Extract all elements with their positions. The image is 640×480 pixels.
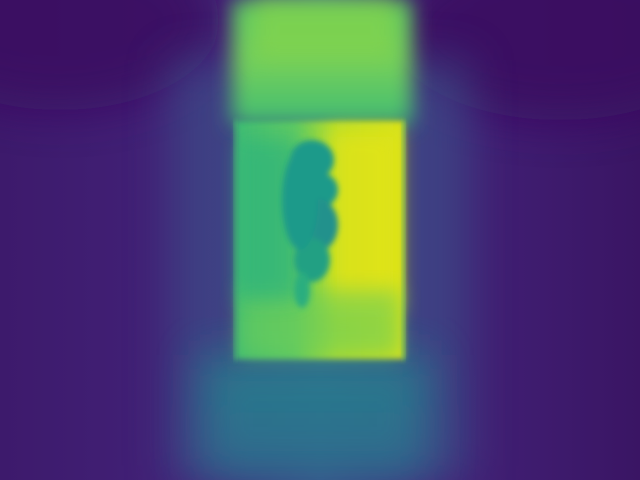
door-lower-region: [240, 290, 400, 356]
hallway-ceiling-highlight: [255, 0, 395, 60]
door-frame-left: [234, 120, 237, 360]
floor-column: [200, 355, 430, 480]
upper-left-shadow: [0, 0, 220, 110]
door-bright-region: [330, 130, 400, 310]
person-silhouette: [282, 140, 338, 308]
door-frame-right: [402, 120, 405, 360]
